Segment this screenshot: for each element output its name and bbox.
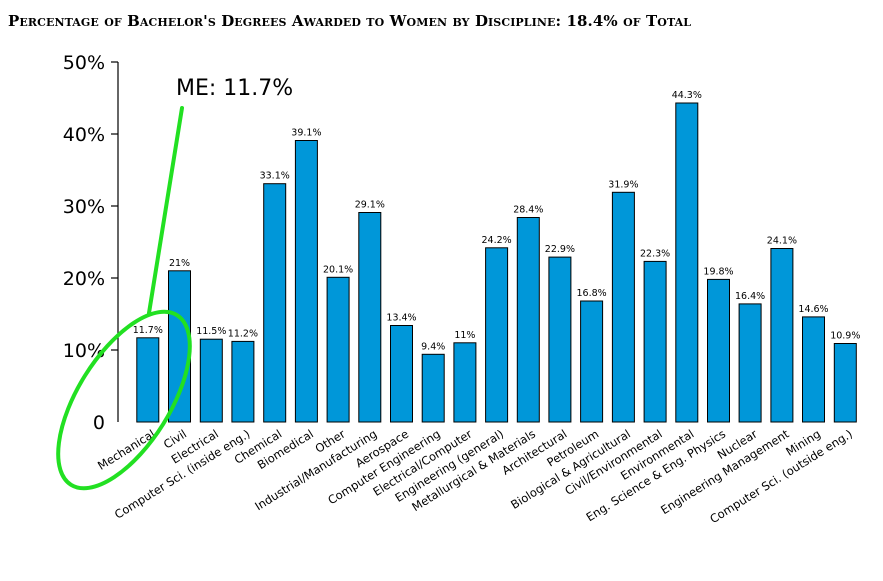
chart-title: Percentage of Bachelor's Degrees Awarded… bbox=[8, 12, 692, 30]
data-label: 9.4% bbox=[421, 341, 445, 352]
data-label: 29.1% bbox=[355, 200, 385, 211]
y-tick-label: 10% bbox=[63, 340, 105, 362]
y-axis: 0 10% 20% 30% 40% 50% bbox=[63, 52, 119, 434]
y-tick-label: 20% bbox=[63, 268, 105, 290]
bar bbox=[516, 217, 540, 423]
bar bbox=[580, 300, 604, 423]
annotation: ME: 11.7% bbox=[56, 76, 293, 491]
data-labels: 11.7% 21% 11.5% 11.2% 33.1% 39.1% 20.1% 29.1% 13… bbox=[133, 90, 861, 352]
y-tick-label: 0 bbox=[93, 412, 105, 434]
bar bbox=[738, 303, 762, 423]
bar bbox=[199, 338, 223, 423]
bar bbox=[770, 248, 794, 423]
bar bbox=[390, 325, 413, 423]
bar bbox=[231, 340, 255, 423]
bar bbox=[136, 337, 160, 423]
data-label: 28.4% bbox=[513, 205, 543, 216]
annotation-text: ME: 11.7% bbox=[176, 76, 293, 101]
data-label: 16.8% bbox=[577, 288, 607, 299]
data-label: 44.3% bbox=[672, 90, 702, 101]
data-label: 39.1% bbox=[291, 128, 321, 139]
y-tick-label: 50% bbox=[63, 52, 105, 74]
data-label: 10.9% bbox=[830, 331, 860, 342]
bar bbox=[326, 276, 350, 423]
data-label: 31.9% bbox=[608, 179, 638, 190]
data-label: 22.9% bbox=[545, 244, 575, 255]
bar bbox=[643, 260, 667, 423]
y-tick-label: 40% bbox=[63, 124, 105, 146]
bar bbox=[263, 183, 287, 423]
data-label: 22.3% bbox=[640, 248, 670, 259]
bar bbox=[675, 102, 699, 423]
highlight-ellipse bbox=[56, 309, 192, 491]
bar bbox=[548, 256, 572, 423]
data-label: 21% bbox=[169, 258, 190, 269]
bar bbox=[802, 316, 825, 423]
data-label: 20.1% bbox=[323, 264, 353, 275]
bar bbox=[453, 342, 477, 423]
data-label: 24.2% bbox=[482, 235, 512, 246]
bar bbox=[168, 270, 191, 423]
data-label: 16.4% bbox=[735, 291, 765, 302]
data-label: 11.5% bbox=[196, 326, 226, 337]
data-label: 11.2% bbox=[228, 328, 258, 339]
bars bbox=[136, 102, 857, 423]
data-label: 13.4% bbox=[386, 313, 416, 324]
bar bbox=[707, 278, 730, 423]
data-label: 11% bbox=[454, 330, 475, 341]
data-label: 19.8% bbox=[703, 266, 733, 277]
bar bbox=[611, 191, 635, 423]
y-tick-label: 30% bbox=[63, 196, 105, 218]
bar bbox=[833, 343, 857, 423]
data-label: 11.7% bbox=[133, 325, 163, 336]
bar bbox=[358, 212, 382, 423]
bar bbox=[421, 353, 445, 423]
callout-line bbox=[147, 106, 184, 315]
bar bbox=[294, 140, 318, 423]
data-label: 33.1% bbox=[260, 171, 290, 182]
bar bbox=[485, 247, 509, 423]
data-label: 14.6% bbox=[798, 304, 828, 315]
data-label: 24.1% bbox=[767, 236, 797, 247]
